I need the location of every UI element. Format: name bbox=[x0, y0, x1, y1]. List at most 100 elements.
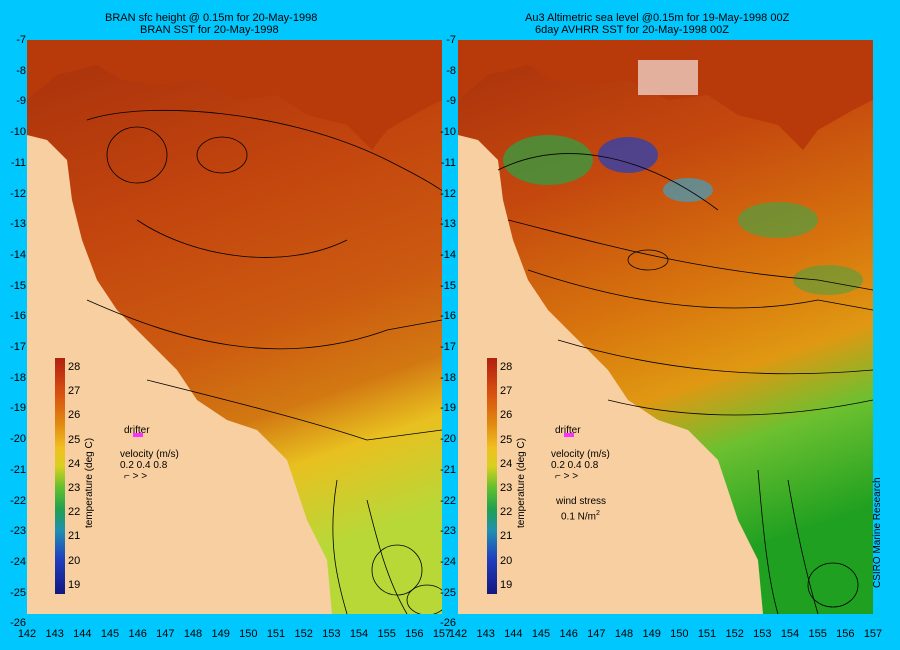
lon-tick-label: 152 bbox=[725, 628, 744, 640]
left-map-panel bbox=[27, 40, 442, 614]
lat-tick-label: -7 bbox=[16, 34, 26, 46]
lat-tick-label: -10 bbox=[10, 126, 26, 139]
right-title-line1: Au3 Altimetric sea level @0.15m for 19-M… bbox=[525, 12, 790, 24]
lon-tick-label: 155 bbox=[808, 628, 827, 640]
left-title-line2: BRAN SST for 20-May-1998 bbox=[140, 24, 279, 36]
lat-tick-label: -8 bbox=[16, 64, 26, 77]
lat-tick-label: -9 bbox=[16, 95, 26, 108]
lat-tick-label: -22 bbox=[440, 494, 456, 507]
lon-tick-label: 148 bbox=[614, 628, 634, 640]
lon-tick-label: 149 bbox=[642, 628, 661, 640]
lon-tick-label: 143 bbox=[45, 628, 64, 640]
lon-tick-label: 147 bbox=[156, 628, 175, 640]
colorbar-tick-label: 26 bbox=[68, 409, 81, 422]
velocity-label-left: velocity (m/s) bbox=[120, 449, 179, 460]
lon-tick-label: 152 bbox=[294, 628, 313, 640]
lon-tick-label: 146 bbox=[559, 628, 578, 640]
lon-tick-label: 145 bbox=[531, 628, 551, 640]
lon-tick-label: 144 bbox=[504, 628, 523, 640]
lat-tick-label: -7 bbox=[446, 34, 456, 46]
right-map-panel bbox=[458, 40, 873, 614]
lat-tick-label: -23 bbox=[440, 525, 456, 538]
sea-level-contours bbox=[497, 153, 873, 614]
right-title-line2: 6day AVHRR SST for 20-May-1998 00Z bbox=[535, 24, 730, 36]
lon-tick-label: 144 bbox=[73, 628, 92, 640]
lat-tick-label: -11 bbox=[10, 156, 26, 169]
lat-tick-label: -24 bbox=[10, 555, 26, 568]
lat-tick-label: -14 bbox=[440, 248, 456, 261]
lat-tick-label: -22 bbox=[10, 494, 26, 507]
colorbar-tick-label: 22 bbox=[68, 506, 81, 519]
drifter-label-right: drifter bbox=[555, 425, 581, 436]
lat-tick-label: -23 bbox=[10, 525, 26, 538]
lon-tick-label: 146 bbox=[128, 628, 147, 640]
colorbar-title-right: temperature (deg C) bbox=[516, 437, 527, 528]
lon-tick-label: 154 bbox=[780, 628, 800, 640]
velocity-scale-left: 0.2 0.4 0.8 bbox=[120, 460, 168, 471]
drifter-icon bbox=[133, 433, 143, 437]
lat-tick-label: -12 bbox=[440, 187, 456, 200]
lat-tick-label: -13 bbox=[10, 218, 26, 231]
lon-tick-label: 142 bbox=[17, 628, 37, 640]
lat-tick-label: -8 bbox=[446, 64, 456, 77]
colorbar-left bbox=[55, 358, 65, 594]
wind-stress-value: 0.1 N/m2 bbox=[561, 510, 600, 523]
lat-tick-label: -16 bbox=[440, 310, 456, 323]
colorbar-tick-label: 21 bbox=[500, 530, 513, 543]
lat-tick-label: -17 bbox=[10, 341, 26, 353]
lat-tick-label: -19 bbox=[10, 402, 26, 415]
lon-tick-label: 156 bbox=[405, 628, 424, 640]
colorbar-tick-label: 23 bbox=[68, 482, 81, 494]
lat-tick-label: -16 bbox=[10, 310, 26, 323]
credit-text: CSIRO Marine Research bbox=[872, 477, 883, 588]
lon-tick-label: 147 bbox=[587, 628, 606, 640]
velocity-scale-right: 0.2 0.4 0.8 bbox=[551, 460, 599, 471]
drifter-label-left: drifter bbox=[124, 425, 150, 436]
left-title-line1: BRAN sfc height @ 0.15m for 20-May-1998 bbox=[105, 12, 318, 24]
colorbar-tick-label: 27 bbox=[500, 385, 513, 398]
colorbar-tick-label: 20 bbox=[500, 554, 513, 567]
colorbar-tick-label: 25 bbox=[500, 433, 513, 446]
colorbar-tick-label: 28 bbox=[500, 361, 513, 373]
lon-tick-label: 153 bbox=[753, 628, 772, 640]
colorbar-tick-label: 28 bbox=[68, 361, 81, 373]
lat-tick-label: -21 bbox=[440, 463, 456, 476]
drifter-icon bbox=[564, 433, 574, 437]
lat-tick-label: -21 bbox=[10, 463, 26, 476]
colorbar-title-left: temperature (deg C) bbox=[84, 437, 95, 528]
lon-tick-label: 156 bbox=[836, 628, 855, 640]
lon-tick-label: 150 bbox=[670, 628, 689, 640]
colorbar-tick-label: 21 bbox=[68, 530, 81, 543]
cloud-patches bbox=[503, 60, 863, 295]
lat-tick-label: -25 bbox=[440, 586, 456, 599]
colorbar-right bbox=[487, 358, 497, 594]
lon-tick-label: 149 bbox=[211, 628, 230, 640]
lon-tick-label: 148 bbox=[183, 628, 203, 640]
colorbar-tick-label: 23 bbox=[500, 482, 513, 494]
velocity-arrows-left: ⌐ > > bbox=[124, 471, 148, 482]
colorbar-tick-label: 20 bbox=[68, 554, 81, 567]
lat-tick-label: -11 bbox=[440, 156, 456, 169]
lat-tick-label: -18 bbox=[10, 371, 26, 384]
lon-tick-label: 157 bbox=[863, 628, 883, 640]
lat-tick-label: -24 bbox=[440, 555, 456, 568]
lat-tick-label: -25 bbox=[10, 586, 26, 599]
lat-tick-label: -20 bbox=[440, 433, 456, 446]
colorbar-tick-label: 26 bbox=[500, 409, 513, 422]
colorbar-tick-label: 19 bbox=[500, 578, 513, 591]
lon-tick-label: 143 bbox=[476, 628, 495, 640]
lon-tick-label: 142 bbox=[448, 628, 468, 640]
lat-tick-label: -9 bbox=[446, 95, 456, 108]
lat-tick-label: -20 bbox=[10, 433, 26, 446]
lon-tick-label: 153 bbox=[322, 628, 341, 640]
lat-tick-label: -19 bbox=[440, 402, 456, 415]
lon-tick-label: 150 bbox=[239, 628, 258, 640]
lat-tick-label: -18 bbox=[440, 371, 456, 384]
lat-tick-label: -14 bbox=[10, 248, 26, 261]
colorbar-tick-label: 19 bbox=[68, 578, 81, 591]
colorbar-tick-label: 24 bbox=[500, 457, 513, 470]
colorbar-tick-label: 24 bbox=[68, 457, 81, 470]
lat-tick-label: -26 bbox=[440, 617, 456, 630]
lat-tick-label: -26 bbox=[10, 617, 26, 630]
lat-tick-label: -13 bbox=[440, 218, 456, 231]
